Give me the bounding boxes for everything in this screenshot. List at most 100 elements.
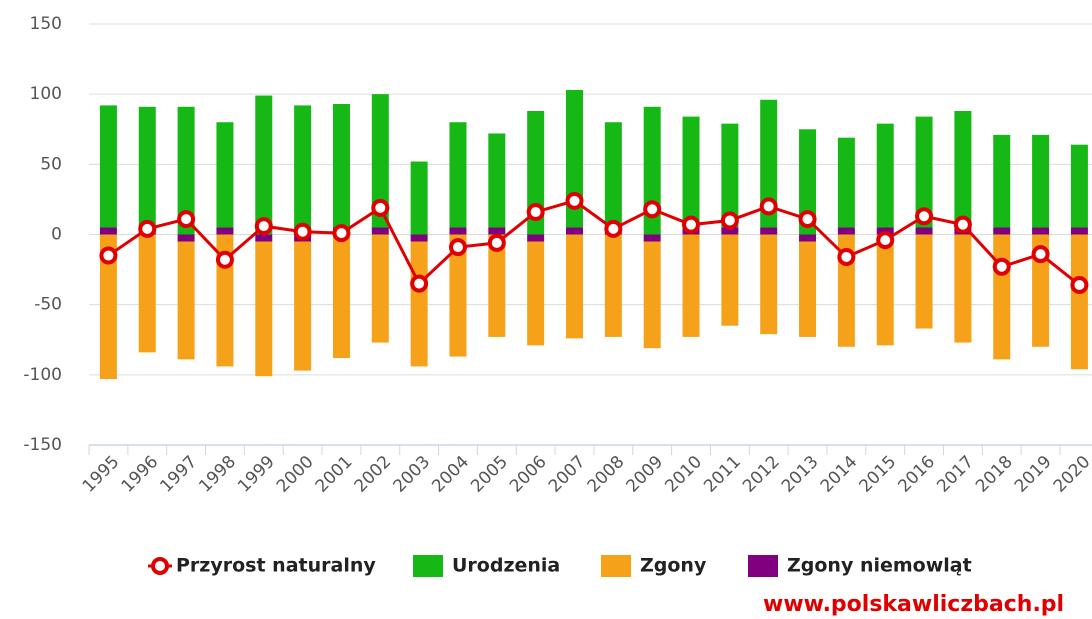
bar — [682, 234, 700, 337]
marker — [410, 274, 429, 293]
marker — [526, 203, 545, 222]
bar — [1070, 227, 1088, 235]
bar — [604, 122, 622, 228]
marker — [798, 210, 817, 229]
marker — [332, 224, 351, 243]
x-tick-label: 1995 — [79, 452, 124, 497]
y-tick-label: -100 — [23, 365, 62, 385]
bar — [527, 111, 545, 235]
bar — [837, 137, 855, 228]
bar — [177, 106, 195, 235]
y-tick-label: 50 — [40, 154, 62, 174]
y-tick-label: -150 — [23, 435, 62, 455]
legend-item[interactable]: Zgony — [601, 555, 707, 578]
bar — [566, 234, 583, 339]
x-tick-label: 1998 — [195, 452, 240, 497]
x-tick-label: 2007 — [545, 452, 590, 497]
bar — [332, 103, 350, 228]
bar — [410, 241, 428, 367]
bar — [915, 234, 933, 329]
bar — [294, 105, 312, 235]
x-tick-label: 2014 — [817, 452, 862, 497]
legend-item[interactable]: Zgony niemowląt — [748, 555, 972, 578]
bar — [488, 133, 506, 228]
marker — [953, 215, 972, 234]
bar — [177, 234, 195, 242]
x-tick-label: 2015 — [856, 452, 901, 497]
x-tick-label: 2001 — [312, 452, 357, 497]
bar — [837, 227, 855, 235]
x-tick-label: 2019 — [1011, 452, 1056, 497]
bar — [721, 234, 739, 326]
marker — [487, 233, 506, 252]
y-tick-label: -50 — [34, 295, 62, 315]
bar — [449, 234, 467, 357]
bar — [1032, 227, 1050, 235]
x-tick-label: 2016 — [894, 452, 939, 497]
line — [107, 199, 1081, 287]
x-tick-label: 2000 — [273, 452, 318, 497]
bar — [99, 234, 117, 380]
y-tick-label: 0 — [51, 225, 62, 245]
legend-swatch — [748, 555, 778, 577]
x-tick-label: 2008 — [584, 452, 629, 497]
bar — [449, 227, 467, 235]
bar — [993, 234, 1011, 360]
bar — [643, 234, 661, 242]
marker — [99, 246, 118, 265]
y-tick-label: 100 — [30, 84, 62, 104]
bar — [177, 241, 195, 360]
x-tick-label: 2017 — [933, 452, 978, 497]
marker — [682, 215, 701, 234]
legend-marker — [151, 557, 169, 575]
x-tick-label: 2005 — [467, 452, 512, 497]
legend-label: Przyrost naturalny — [176, 555, 376, 577]
bar — [760, 234, 778, 335]
bar — [216, 227, 234, 235]
x-tick-label: 1997 — [156, 452, 201, 497]
bar — [799, 234, 817, 242]
bar — [876, 234, 894, 346]
legend-item[interactable]: Przyrost naturalny — [148, 555, 376, 577]
bar — [488, 234, 506, 337]
bar — [527, 234, 545, 242]
bar — [371, 234, 389, 343]
bar — [99, 105, 117, 228]
marker — [876, 231, 895, 250]
bar — [643, 241, 661, 349]
x-tick-label: 2010 — [661, 452, 706, 497]
bar — [138, 234, 156, 353]
bar — [799, 129, 817, 235]
marker — [604, 219, 623, 238]
bar — [954, 234, 972, 343]
legend-label: Zgony — [640, 555, 707, 577]
bar — [255, 234, 273, 242]
x-tick-label: 2006 — [506, 452, 551, 497]
marker — [1070, 276, 1089, 295]
bar — [993, 134, 1011, 228]
bar — [410, 234, 428, 242]
x-tick-label: 2004 — [428, 452, 473, 497]
x-tick-label: 1999 — [234, 452, 279, 497]
legend-item[interactable]: Urodzenia — [413, 555, 560, 578]
bar — [721, 227, 739, 235]
bar — [993, 227, 1011, 235]
bar — [332, 234, 350, 358]
marker — [177, 210, 196, 229]
marker — [1031, 245, 1050, 264]
marker — [837, 247, 856, 266]
bar — [371, 94, 389, 228]
legend-swatch — [413, 555, 443, 577]
x-tick-label: 2020 — [1050, 452, 1092, 497]
marker — [759, 197, 778, 216]
legend-swatch — [601, 555, 631, 577]
bar — [915, 227, 933, 235]
bar — [138, 106, 156, 228]
x-tick-label: 2013 — [778, 452, 823, 497]
bar — [1032, 234, 1050, 347]
bar — [371, 227, 389, 235]
bar — [760, 99, 778, 228]
bar — [255, 241, 273, 377]
bar — [99, 227, 117, 235]
x-tick-label: 2009 — [623, 452, 668, 497]
